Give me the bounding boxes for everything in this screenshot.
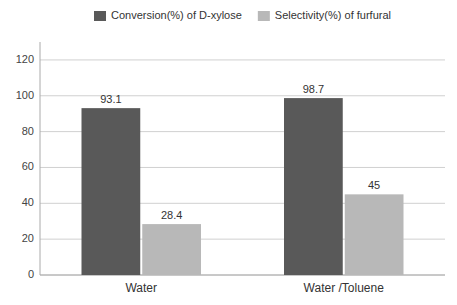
data-labels: 93.1 28.4 98.7 45 (100, 83, 380, 221)
data-label: 98.7 (303, 83, 324, 95)
data-label: 93.1 (100, 93, 121, 105)
bar (284, 98, 343, 275)
y-tick-label: 120 (16, 53, 34, 65)
data-label: 45 (368, 179, 380, 191)
grid (40, 60, 445, 275)
x-tick-label: Water (125, 281, 157, 295)
x-tick-label: Water /Toluene (304, 281, 385, 295)
data-label: 28.4 (161, 209, 182, 221)
bar (142, 224, 201, 275)
legend-label: Selectivity(%) of furfural (275, 9, 391, 21)
chart: 0 20 40 60 80 100 120 Water Water /Toluene 93.1 28… (0, 0, 457, 305)
bars (82, 98, 404, 275)
legend-label: Conversion(%) of D-xylose (111, 9, 242, 21)
y-tick-label: 100 (16, 89, 34, 101)
axes: 0 20 40 60 80 100 120 Water Water /Toluene (16, 42, 445, 295)
bar (345, 194, 404, 275)
legend-swatch (94, 11, 106, 21)
y-axis-line (40, 42, 41, 275)
y-tick-label: 40 (22, 196, 34, 208)
legend-swatch (258, 11, 270, 21)
y-tick-label: 20 (22, 232, 34, 244)
bar (82, 108, 141, 275)
y-tick-label: 80 (22, 125, 34, 137)
legend: Conversion(%) of D-xylose Selectivity(%) … (94, 9, 391, 21)
y-tick-label: 0 (28, 268, 34, 280)
grid-line (40, 59, 445, 60)
y-tick-label: 60 (22, 160, 34, 172)
